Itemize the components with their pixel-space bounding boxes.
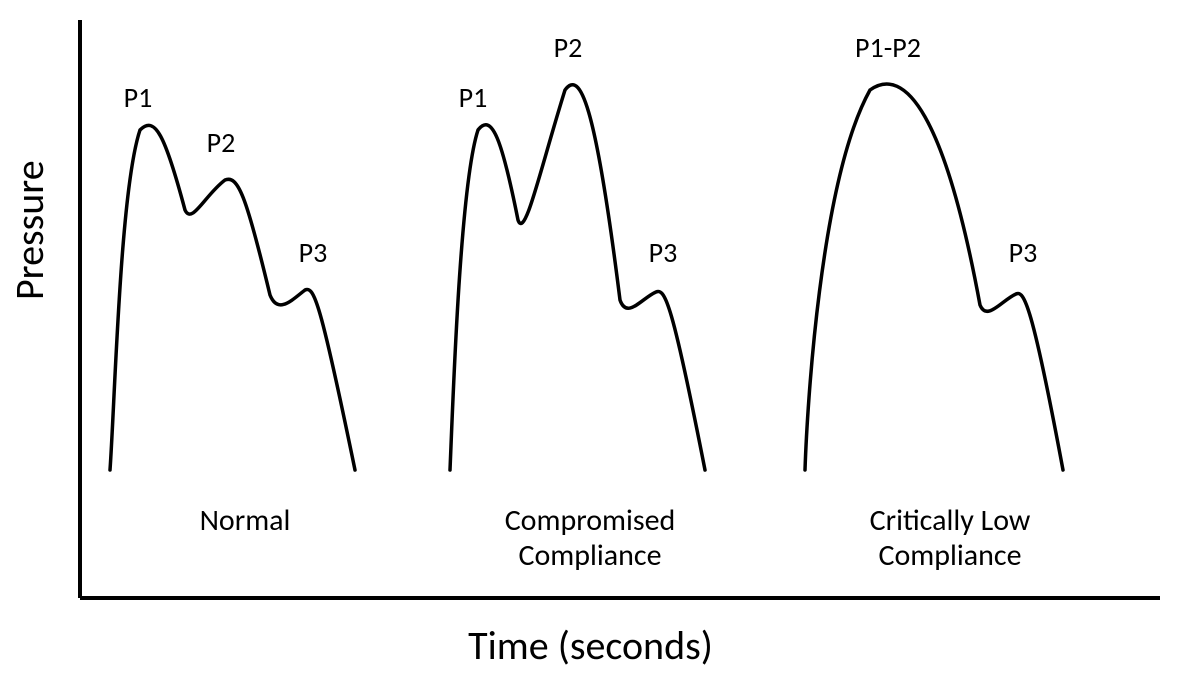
peak-label-compromised-p2: P2	[545, 30, 591, 65]
category-label-critical: Critically Low Compliance	[820, 504, 1080, 573]
category-label-compromised: Compromised Compliance	[450, 504, 730, 573]
peak-label-critical-p1p2: P1-P2	[838, 30, 938, 65]
peak-label-normal-p1: P1	[115, 80, 161, 115]
waveform-normal	[110, 125, 355, 470]
peak-label-compromised-p3: P3	[640, 235, 686, 270]
peak-label-normal-p2: P2	[198, 125, 244, 160]
peak-label-normal-p3: P3	[290, 235, 336, 270]
category-label-normal: Normal	[135, 504, 355, 539]
x-axis-label: Time (seconds)	[0, 621, 1181, 670]
peak-label-critical-p3: P3	[1000, 235, 1046, 270]
peak-label-compromised-p1: P1	[450, 80, 496, 115]
y-axis-label: Pressure	[5, 160, 54, 300]
chart-svg	[0, 0, 1181, 680]
waveform-compromised	[450, 85, 705, 470]
waveform-critically-low	[805, 84, 1063, 470]
pressure-waveform-chart: Pressure Time (seconds) P1 P2 P3 P1 P2 P…	[0, 0, 1181, 680]
